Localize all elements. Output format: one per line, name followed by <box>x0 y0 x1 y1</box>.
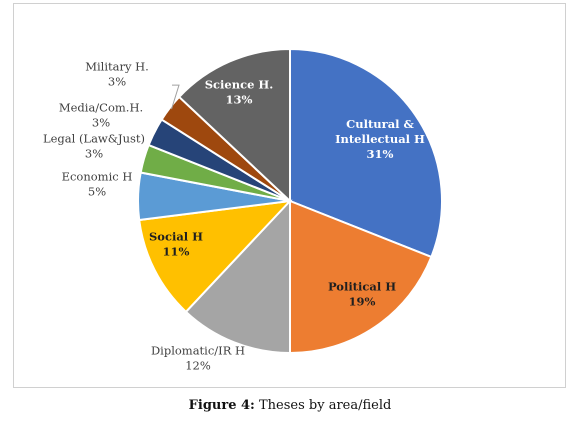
slice-percent: 19% <box>349 295 376 309</box>
pie-slice <box>138 199 293 314</box>
slice-name: Science H. <box>205 78 274 92</box>
slice-label: Diplomatic/IR H 12% <box>151 344 245 373</box>
slice-label: Political H 19% <box>328 280 396 309</box>
slice-percent: 3% <box>85 147 103 161</box>
slice-name: Political H <box>328 280 396 294</box>
slice-label: Social H 11% <box>149 230 203 259</box>
slice-name: Legal (Law&Just) <box>43 132 145 146</box>
slice-label: Science H. 13% <box>205 78 274 107</box>
slice-label: Economic H 5% <box>62 170 133 199</box>
slice-label: Legal (Law&Just) 3% <box>43 132 145 161</box>
slice-percent: 12% <box>185 359 211 373</box>
slice-name: Cultural & <box>346 117 414 131</box>
slice-percent: 3% <box>92 116 110 130</box>
leader-line <box>171 84 180 110</box>
pie-slice <box>289 47 443 259</box>
figure-number: Figure 4: <box>188 398 255 413</box>
slice-percent: 13% <box>226 93 253 107</box>
slice-name: Intellectual H <box>335 132 425 146</box>
pie-slice <box>289 199 433 355</box>
figure-caption-text: Theses by area/field <box>254 398 392 413</box>
slice-percent: 31% <box>367 147 394 161</box>
slice-name: Social H <box>149 230 203 244</box>
slice-percent: 3% <box>108 75 126 89</box>
pie-slice <box>184 198 291 355</box>
slice-name: Diplomatic/IR H <box>151 344 245 358</box>
slice-label: Military H. 3% <box>85 60 149 89</box>
figure-caption: Figure 4: Theses by area/field <box>0 398 580 413</box>
slice-percent: 5% <box>88 185 106 199</box>
slice-name: Media/Com.H. <box>59 101 143 115</box>
slice-name: Military H. <box>85 60 149 74</box>
slice-label: Media/Com.H. 3% <box>59 101 143 130</box>
slice-name: Economic H <box>62 170 133 184</box>
slice-percent: 11% <box>163 245 190 259</box>
pie-chart: Cultural & Intellectual H 31% Political H 19… <box>43 47 443 373</box>
chart-frame: Cultural & Intellectual H 31% Political H 19… <box>13 3 566 388</box>
pie-slice <box>177 47 291 204</box>
slice-label: Cultural & Intellectual H 31% <box>335 117 425 161</box>
